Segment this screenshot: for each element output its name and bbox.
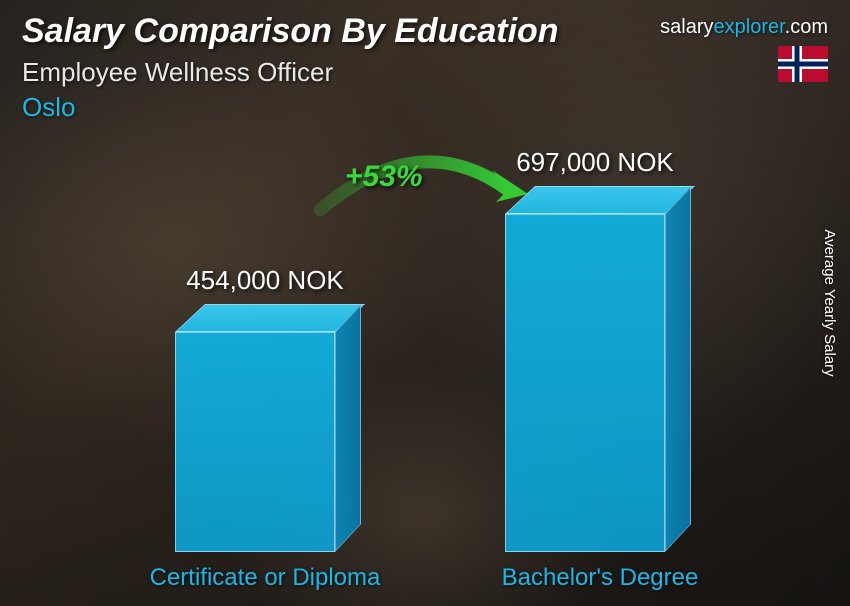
chart-area: 454,000 NOK 697,000 NOK [0, 160, 850, 552]
brand-part1: salary [660, 16, 713, 38]
bar-side-face [665, 186, 691, 552]
brand-part3: .com [785, 16, 828, 38]
bar-side-face [335, 304, 361, 552]
bar-top-face [505, 186, 695, 214]
chart-subtitle: Employee Wellness Officer [22, 57, 828, 88]
norway-flag-icon [778, 46, 828, 82]
bar-front-face [505, 214, 665, 552]
chart-location: Oslo [22, 92, 828, 123]
bar-front-face [175, 332, 335, 552]
brand-part2: explorer [714, 16, 785, 38]
bar-value: 697,000 NOK [475, 147, 715, 178]
bar-value: 454,000 NOK [145, 265, 385, 296]
bar-label-bachelors: Bachelor's Degree [480, 564, 720, 592]
bar-top-face [175, 304, 365, 332]
brand-watermark: salaryexplorer.com [660, 16, 828, 39]
bar-label-certificate: Certificate or Diploma [135, 564, 395, 592]
